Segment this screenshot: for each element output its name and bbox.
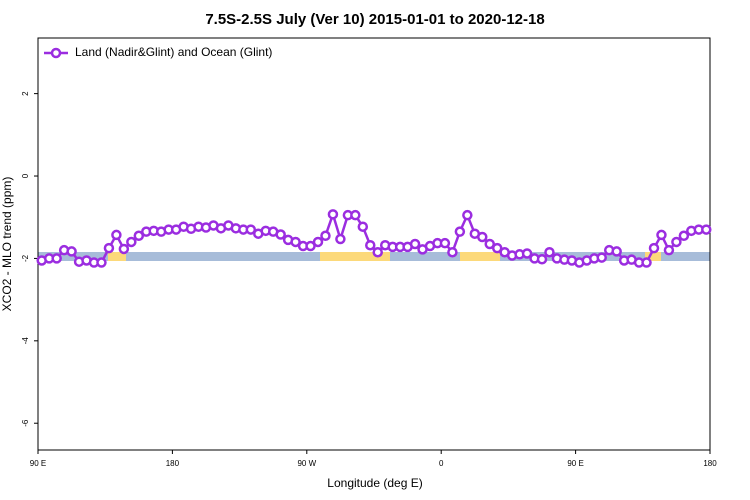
point — [66, 246, 77, 257]
y-tick-label: 2 — [21, 91, 30, 96]
land-strip — [645, 252, 661, 261]
point — [596, 252, 607, 263]
point — [656, 229, 667, 241]
point — [648, 242, 660, 254]
point — [678, 230, 690, 242]
point — [320, 230, 331, 242]
point — [454, 226, 466, 237]
legend-marker — [50, 47, 62, 59]
point — [671, 236, 682, 248]
y-tick-label: -4 — [21, 337, 30, 345]
point — [305, 240, 316, 252]
point — [335, 233, 346, 245]
legend-label: Land (Nadir&Glint) and Ocean (Glint) — [75, 45, 272, 59]
surface-strip — [38, 252, 710, 261]
y-tick-label: -2 — [21, 254, 30, 262]
point — [536, 253, 548, 265]
point — [641, 257, 652, 268]
point — [447, 246, 458, 258]
point — [409, 238, 421, 250]
point — [126, 236, 137, 248]
x-tick-label: 90 E — [567, 459, 583, 468]
point — [290, 236, 301, 248]
x-tick-label: 90 E — [30, 459, 46, 468]
land-strip — [320, 252, 390, 261]
chart-title: 7.5S-2.5S July (Ver 10) 2015-01-01 to 20… — [205, 11, 544, 28]
point — [350, 209, 361, 221]
point — [372, 246, 383, 258]
land-strip — [108, 252, 126, 261]
point — [365, 239, 376, 251]
point — [103, 242, 115, 254]
point — [245, 224, 257, 235]
point — [327, 209, 339, 220]
x-tick-label: 180 — [166, 459, 180, 468]
x-tick-label: 0 — [439, 459, 444, 468]
point — [275, 229, 286, 240]
point — [611, 246, 622, 257]
point — [133, 230, 145, 242]
point — [51, 253, 62, 264]
point — [484, 238, 495, 250]
point — [96, 257, 107, 268]
y-tick-label: 0 — [21, 173, 30, 178]
point — [111, 229, 122, 241]
point — [663, 244, 675, 256]
point — [439, 237, 451, 249]
x-tick-label: 90 W — [297, 459, 316, 468]
x-axis-label: Longitude (deg E) — [327, 476, 422, 490]
land-strip — [460, 252, 500, 261]
y-axis-label: XCO2 - MLO trend (ppm) — [0, 177, 14, 312]
point — [462, 209, 473, 221]
point — [118, 243, 130, 255]
point — [544, 246, 555, 258]
x-tick-label: 180 — [703, 459, 717, 468]
point — [477, 231, 488, 243]
plot-frame — [37, 37, 711, 451]
point — [312, 236, 324, 248]
point — [491, 242, 503, 254]
point — [521, 248, 533, 259]
point — [357, 221, 369, 232]
y-tick-label: -6 — [21, 419, 30, 427]
point — [701, 224, 712, 235]
